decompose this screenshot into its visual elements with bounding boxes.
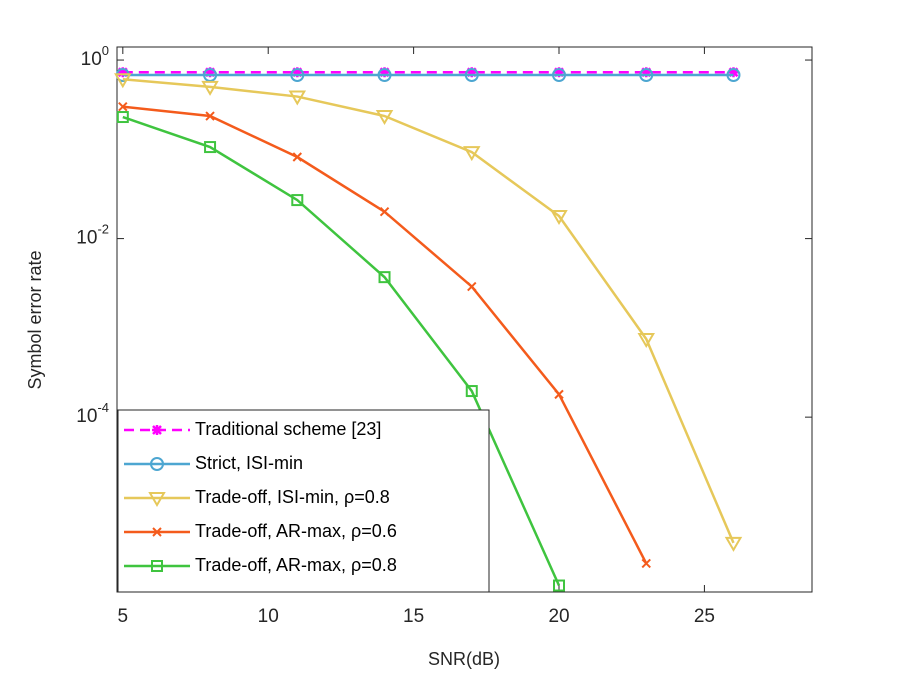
marker — [151, 560, 163, 572]
x-axis-label: SNR(dB) — [428, 649, 500, 669]
y-tick-label: 10-2 — [76, 222, 109, 249]
marker — [152, 425, 162, 435]
legend-box — [117, 409, 490, 593]
marker — [292, 152, 303, 162]
y-tick-label: 100 — [81, 43, 109, 70]
legend-label: Trade-off, AR-max, ρ=0.8 — [195, 555, 397, 575]
marker — [292, 67, 303, 78]
marker — [118, 102, 128, 112]
marker — [726, 67, 741, 82]
marker — [550, 210, 568, 226]
x-tick-label: 10 — [258, 606, 279, 627]
marker — [641, 67, 652, 78]
marker — [201, 80, 219, 96]
marker — [379, 207, 390, 217]
marker — [724, 536, 743, 552]
marker — [205, 67, 216, 78]
x-tick-label: 5 — [118, 606, 129, 627]
y-axis-label: Symbol error rate — [25, 250, 45, 389]
marker — [465, 385, 478, 398]
marker — [379, 67, 390, 78]
series-line — [122, 77, 735, 544]
marker — [150, 457, 164, 471]
marker — [639, 67, 654, 82]
marker — [114, 73, 132, 89]
marker — [204, 141, 217, 154]
marker — [117, 67, 128, 78]
marker — [466, 67, 477, 78]
marker — [554, 67, 565, 78]
legend-label: Strict, ISI-min — [195, 453, 303, 473]
marker — [464, 67, 479, 82]
marker — [116, 111, 129, 124]
marker — [554, 389, 564, 400]
x-tick-label: 20 — [548, 606, 569, 627]
y-tick-label: 10-4 — [76, 401, 109, 428]
marker — [288, 90, 307, 106]
legend-label: Traditional scheme [23] — [195, 419, 381, 439]
marker — [637, 333, 655, 349]
marker — [641, 558, 651, 569]
marker — [467, 281, 477, 292]
marker — [377, 67, 392, 82]
x-tick-label: 25 — [694, 606, 715, 627]
marker — [552, 67, 567, 82]
marker — [463, 146, 481, 162]
marker — [148, 492, 166, 507]
marker — [290, 67, 305, 82]
x-tick-label: 15 — [403, 606, 424, 627]
marker — [375, 110, 394, 126]
marker — [553, 579, 566, 592]
marker — [378, 271, 391, 284]
marker — [205, 111, 215, 121]
legend-label: Trade-off, AR-max, ρ=0.6 — [195, 521, 397, 541]
marker — [728, 67, 739, 78]
marker — [152, 527, 162, 537]
legend-label: Trade-off, ISI-min, ρ=0.8 — [195, 487, 390, 507]
marker — [291, 194, 304, 207]
